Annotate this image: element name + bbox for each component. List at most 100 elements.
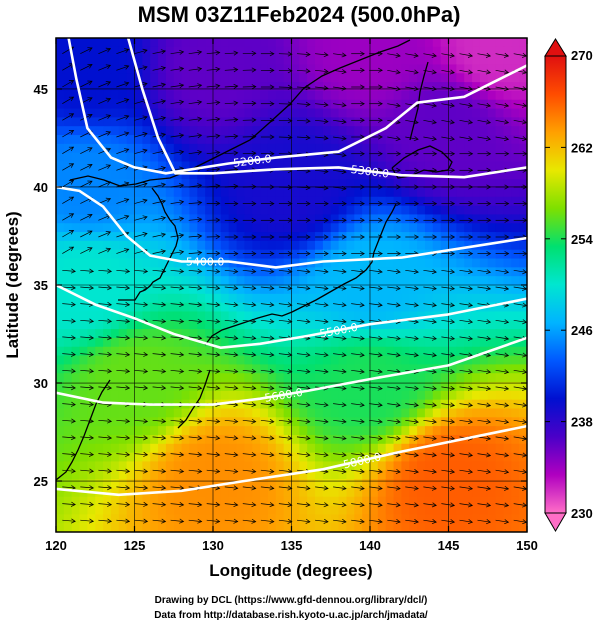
wind-arrow [170,84,184,88]
heat-cell [63,426,73,436]
heat-cell [479,417,489,427]
heat-cell [370,161,379,171]
wind-arrowhead [233,83,239,89]
heat-cell [189,179,198,189]
heat-cell [393,523,402,532]
wind-arrowhead [396,151,402,157]
wind-arrowhead [467,369,474,375]
wind-arrowhead [450,151,456,157]
wind-arrowhead [341,135,347,141]
wind-arrow [188,353,202,356]
heat-cell [511,514,520,524]
heat-cell [275,293,285,304]
wind-arrowhead [251,217,257,223]
wind-arrowhead [287,285,293,291]
heat-cell [299,523,308,532]
heat-cell [56,64,65,74]
heat-cell [220,38,230,48]
wind-arrow [152,117,166,121]
heat-cell [354,479,363,489]
heat-cell [393,443,402,454]
wind-arrow [369,486,383,489]
wind-arrowhead [341,352,347,358]
heat-cell [197,152,206,163]
heat-cell [424,143,434,154]
heat-cell [479,126,489,136]
heat-cell [236,346,245,357]
heat-cell [118,143,128,154]
wind-arrowhead [359,385,365,391]
heat-cell [322,179,332,189]
heat-cell [173,426,183,436]
heat-cell [56,496,65,507]
wind-arrowhead [341,318,347,324]
heat-cell [362,143,371,154]
heat-cell [519,223,527,233]
heat-cell [260,240,269,251]
heat-cell [291,267,300,277]
heat-cell [307,46,316,57]
heat-cell [487,64,497,74]
heat-cell [95,479,104,489]
heat-cell [275,346,285,357]
wind-arrowhead [161,352,167,358]
wind-arrowhead [269,518,275,524]
wind-arrow [188,51,202,55]
wind-arrow [495,286,509,290]
heat-cell [362,179,371,189]
wind-arrowhead [287,68,293,74]
wind-arrow [351,486,365,489]
wind-arrowhead [125,351,131,357]
heat-cell [299,249,308,260]
heat-cell [150,64,159,74]
wind-arrow [423,69,437,74]
wind-arrowhead [88,351,95,357]
heat-cell [126,99,136,110]
heat-cell [252,196,261,207]
wind-arrowhead [323,268,329,274]
wind-arrowhead [413,352,419,358]
heat-cell [134,505,143,515]
heat-cell [118,417,128,427]
wind-arrow [188,151,202,155]
heat-cell [134,276,143,286]
wind-arrowhead [107,301,113,307]
heat-cell [71,117,81,127]
wind-arrow [513,103,527,107]
heat-cell [95,152,104,163]
heat-cell [283,55,293,66]
wind-arrowhead [431,302,437,308]
wind-arrow [206,436,220,439]
heat-cell [95,170,104,180]
wind-arrowhead [396,234,402,240]
wind-arrowhead [504,485,510,491]
heat-cell [165,373,175,383]
heat-cell [432,161,442,171]
wind-arrowhead [341,452,347,458]
heat-cell [417,320,426,330]
wind-arrow [333,369,347,373]
wind-arrowhead [179,285,185,291]
wind-arrowhead [197,435,203,441]
heat-cell [464,329,473,339]
heat-cell [236,135,245,145]
wind-arrow [80,336,94,339]
heat-cell [440,143,450,154]
wind-arrow [405,136,419,140]
heat-cell [110,496,120,507]
heat-cell [448,302,457,313]
wind-arrowhead [305,201,311,207]
heat-cell [56,99,65,110]
heat-cell [511,505,520,515]
heat-cell [63,408,73,418]
heat-cell [213,487,222,498]
wind-arrow [170,269,184,272]
heat-cell [205,126,214,136]
heat-cell [181,487,191,498]
wind-arrowhead [287,502,293,508]
heat-cell [377,452,387,463]
wind-arrow [152,83,166,88]
heat-cell [181,90,191,101]
heat-cell [377,355,387,365]
wind-arrowhead [87,47,93,52]
